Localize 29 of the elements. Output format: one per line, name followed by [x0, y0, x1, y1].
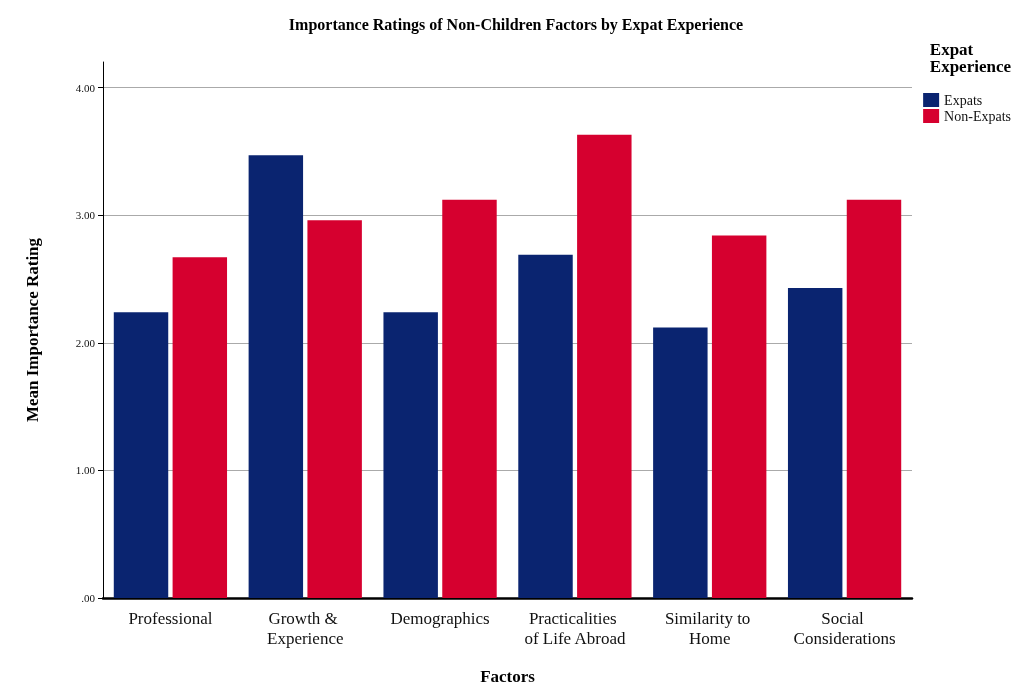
x-tick-label: Demographics: [390, 608, 490, 628]
y-tick-label: .00: [81, 592, 96, 604]
y-axis-title: Mean Importance Rating: [23, 237, 42, 423]
legend-label: Non-Expats: [944, 108, 1012, 124]
legend-title: Expat Experience: [929, 40, 1012, 76]
y-tick-label: 2.00: [75, 336, 96, 349]
x-axis-title: Factors: [480, 667, 536, 686]
x-tick-label: Growth & Experience: [267, 608, 344, 648]
bar: [113, 312, 169, 598]
bar: [846, 199, 902, 598]
bar: [383, 312, 438, 598]
chart-title: Importance Ratings of Non-Children Factors by Expat Experience: [288, 15, 744, 34]
x-tick-label: Practicalities of Life Abroad: [524, 608, 626, 648]
bar: [711, 235, 767, 598]
x-tick-label: Social Considerations: [793, 608, 896, 648]
bar: [248, 155, 304, 598]
bar: [307, 220, 362, 598]
legend-label: Expats: [944, 92, 983, 108]
y-tick-label: 3.00: [75, 209, 96, 222]
bar: [518, 254, 573, 598]
x-tick-label: Professional: [128, 608, 213, 628]
bar: [653, 327, 708, 598]
bar: [577, 134, 632, 598]
y-tick-label: 1.00: [75, 464, 96, 477]
bar: [442, 199, 497, 598]
x-tick-label: Similarity to Home: [664, 608, 755, 648]
y-tick-label: 4.00: [75, 81, 96, 94]
bar: [787, 287, 843, 598]
bar: [172, 257, 228, 598]
